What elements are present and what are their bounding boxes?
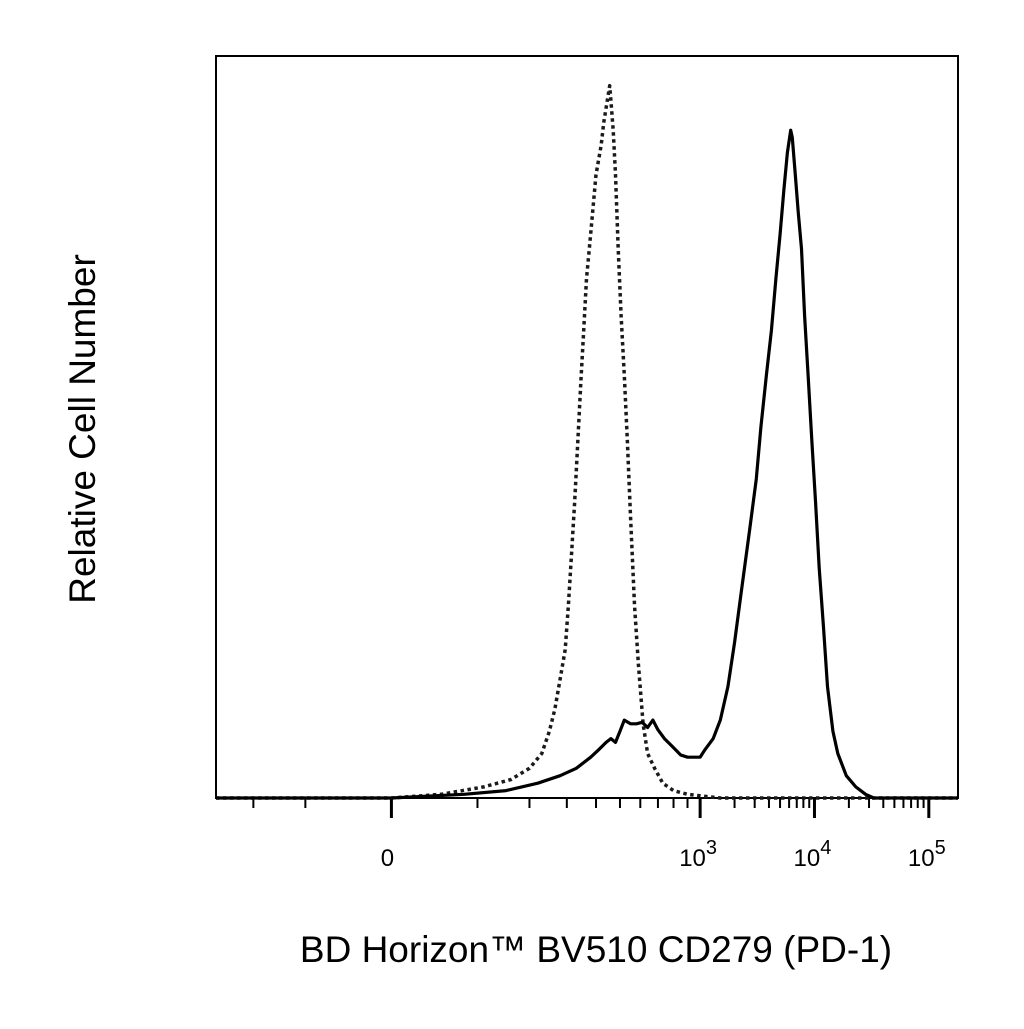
- x-axis-label: BD Horizon™ BV510 CD279 (PD-1): [300, 929, 892, 970]
- x-tick-labels: 0 103 104 105: [381, 837, 946, 872]
- x-tick-label: 105: [908, 837, 946, 872]
- x-tick-label: 104: [794, 837, 832, 872]
- x-tick-label: 103: [679, 837, 717, 872]
- series-dotted-histogram: [216, 83, 958, 800]
- series-solid-histogram: [216, 128, 958, 800]
- x-axis-ticks: [252, 798, 931, 818]
- plot-frame: [215, 55, 959, 799]
- x-tick-label: 0: [381, 845, 394, 872]
- y-axis-label: Relative Cell Number: [62, 254, 103, 604]
- series-layer: [216, 83, 958, 800]
